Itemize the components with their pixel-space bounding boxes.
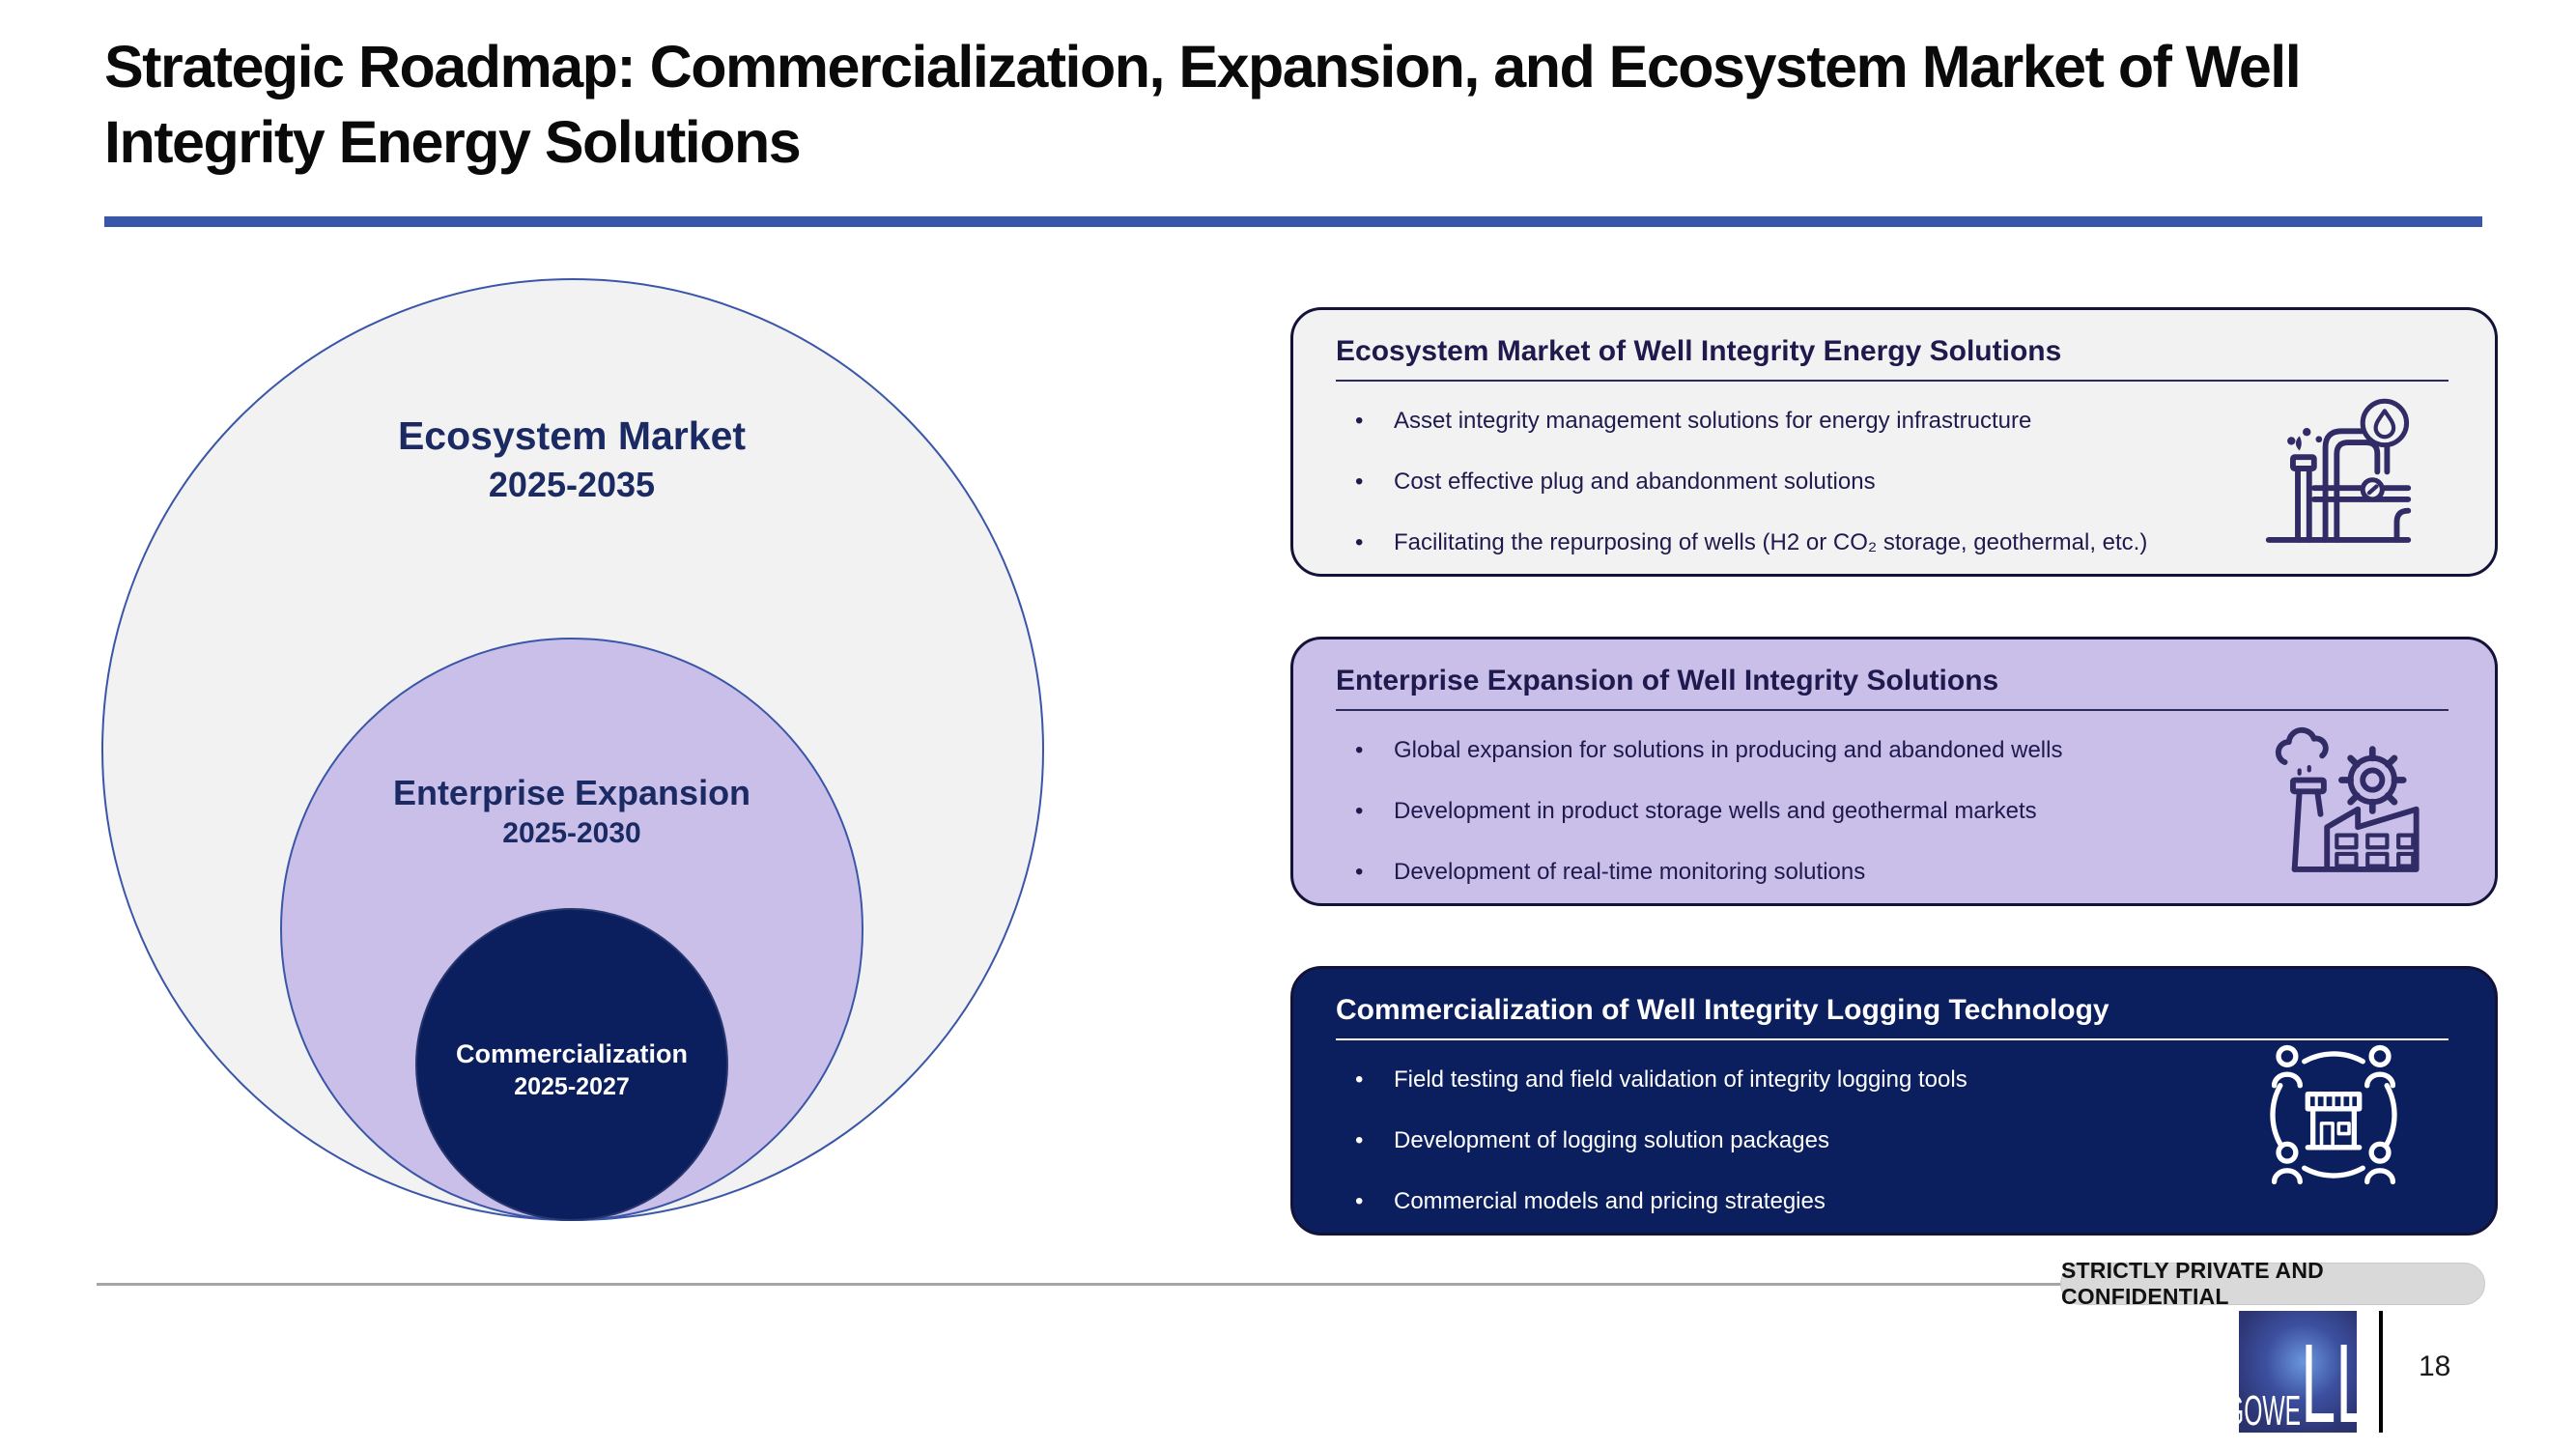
bullet-list: Global expansion for solutions in produc…	[1336, 736, 2302, 887]
logo-letter: O	[2244, 1386, 2263, 1433]
logo-letter: E	[2284, 1386, 2301, 1433]
bullet-item: Field testing and field validation of in…	[1336, 1065, 2302, 1094]
bullet-item: Asset integrity management solutions for…	[1336, 407, 2302, 436]
bullet-list: Field testing and field validation of in…	[1336, 1065, 2302, 1216]
info-box-ecosystem-market: Ecosystem Market of Well Integrity Energ…	[1290, 307, 2498, 577]
venn-label-ecosystem-market: Ecosystem Market 2025-2035	[185, 413, 958, 505]
bullet-item: Development of logging solution packages	[1336, 1126, 2302, 1155]
venn-circle-commercialization	[415, 908, 728, 1221]
venn-label-enterprise-expansion: Enterprise Expansion 2025-2030	[185, 773, 958, 850]
bullet-item: Development of real-time monitoring solu…	[1336, 858, 2302, 887]
logo-letter: L	[2300, 1321, 2336, 1433]
page-number: 18	[2419, 1350, 2451, 1382]
logo-letter: W	[2262, 1386, 2285, 1433]
info-box-commercialization: Commercialization of Well Integrity Logg…	[1290, 966, 2498, 1236]
info-box-title: Ecosystem Market of Well Integrity Energ…	[1336, 335, 2449, 382]
bullet-item: Cost effective plug and abandonment solu…	[1336, 468, 2302, 497]
page-title: Strategic Roadmap: Commercialization, Ex…	[104, 34, 2302, 176]
bullet-item: Development in product storage wells and…	[1336, 797, 2302, 826]
bullet-item: Commercial models and pricing strategies	[1336, 1187, 2302, 1216]
bullet-item: Global expansion for solutions in produc…	[1336, 736, 2302, 765]
venn-label-period: 2025-2027	[514, 1073, 630, 1100]
gowell-logo-text: GOWELL	[2239, 1321, 2357, 1433]
info-box-enterprise-expansion: Enterprise Expansion of Well Integrity S…	[1290, 637, 2498, 906]
venn-label-period: 2025-2030	[502, 817, 641, 849]
bullet-item: Facilitating the repurposing of wells (H…	[1336, 528, 2302, 557]
venn-label-period: 2025-2035	[488, 465, 656, 504]
logo-letter: G	[2239, 1389, 2244, 1432]
pipeline-droplet-icon	[2265, 398, 2412, 543]
gowell-logo: GOWELL	[2239, 1311, 2357, 1433]
venn-label-commercialization: Commercialization 2025-2027	[415, 1039, 728, 1101]
venn-label-title: Enterprise Expansion	[392, 773, 751, 812]
venn-label-title: Commercialization	[455, 1039, 689, 1068]
marketplace-people-icon	[2270, 1044, 2397, 1185]
factory-gear-icon	[2275, 726, 2420, 872]
info-box-title: Enterprise Expansion of Well Integrity S…	[1336, 665, 2449, 711]
logo-divider-bar	[2379, 1311, 2383, 1433]
bullet-list: Asset integrity management solutions for…	[1336, 407, 2302, 557]
venn-label-title: Ecosystem Market	[397, 413, 747, 458]
confidentiality-badge: STRICTLY PRIVATE AND CONFIDENTIAL	[2060, 1258, 2485, 1309]
footer-divider-line	[97, 1283, 2062, 1286]
info-box-title: Commercialization of Well Integrity Logg…	[1336, 994, 2449, 1040]
logo-letter: L	[2335, 1327, 2357, 1433]
title-underline	[104, 216, 2482, 227]
